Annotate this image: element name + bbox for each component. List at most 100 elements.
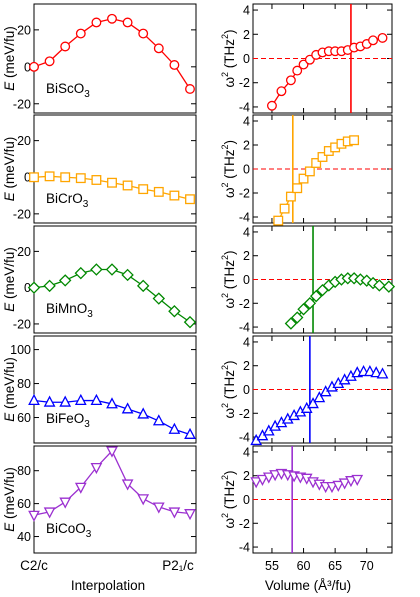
phonon-data-point <box>377 32 388 43</box>
energy-data-point <box>121 402 134 414</box>
phonon-data-point <box>303 297 317 310</box>
phonon-data-point <box>304 54 315 65</box>
x-tick-label: 70 <box>360 559 374 573</box>
energy-series-line <box>33 18 191 90</box>
right-x-axis-label: Volume (Å³/fu) <box>265 578 351 593</box>
phonon-data-point <box>313 391 326 403</box>
energy-panel-frame <box>33 114 197 224</box>
phonon-panel-4: -4 -2 0 2 4 55 60 65 70 ω2 (THz2) <box>220 445 393 573</box>
y-tick-label: 0 <box>243 163 250 177</box>
phonon-data-point <box>360 274 373 287</box>
energy-data-point <box>58 274 72 287</box>
energy-data-point <box>29 61 39 72</box>
phonon-data-point <box>256 474 269 486</box>
y-tick-label: 20 <box>17 23 31 37</box>
energy-y-axis-label: E (meV/fu) <box>2 357 17 422</box>
energy-panel-frame <box>33 3 197 114</box>
phonon-data-point <box>373 279 386 292</box>
phonon-data-point <box>307 397 319 409</box>
y-tick-label: 20 <box>17 134 31 148</box>
energy-data-point <box>29 172 39 183</box>
energy-y-axis-label: E (meV/fu) <box>2 137 17 202</box>
y-tick-label: 0 <box>24 281 31 295</box>
energy-data-point <box>59 395 72 407</box>
y-tick-label: 2 <box>243 249 250 263</box>
energy-data-point <box>136 279 150 293</box>
phonon-data-point <box>311 158 322 168</box>
material-label: BiCoO3 <box>46 521 92 540</box>
y-tick-label: 2 <box>243 139 250 153</box>
phonon-data-point <box>376 367 389 379</box>
material-label: BiScO3 <box>46 81 90 100</box>
phonon-data-point <box>370 366 383 378</box>
phonon-data-point <box>366 276 380 290</box>
energy-panel-0: -20 0 20 BiScO3 E (meV/fu) <box>2 3 197 114</box>
energy-data-point <box>185 194 195 205</box>
energy-data-point <box>169 60 180 70</box>
phonon-y-axis-label: ω2 (THz2) <box>220 360 237 418</box>
x-tick-label: 60 <box>297 559 311 573</box>
phonon-data-point <box>332 480 345 492</box>
energy-data-point <box>60 172 71 183</box>
phonon-data-point <box>382 280 396 293</box>
y-tick-label: -20 <box>13 97 31 111</box>
phonon-data-point <box>345 476 357 488</box>
phonon-data-point <box>250 477 263 489</box>
phonon-data-point <box>351 474 364 486</box>
phonon-data-point <box>364 364 376 377</box>
phonon-data-point <box>298 59 309 70</box>
energy-data-point <box>138 184 149 195</box>
phonon-data-point <box>317 152 328 162</box>
energy-data-point <box>152 502 165 514</box>
phonon-panel-2: -4 -2 0 2 4 ω2 (THz2) <box>220 225 396 335</box>
y-tick-label: 40 <box>17 530 31 544</box>
y-tick-label: -2 <box>239 407 250 421</box>
energy-data-point <box>44 56 55 67</box>
phonon-series-line <box>277 139 355 221</box>
y-tick-label: 4 <box>243 115 250 129</box>
y-tick-label: 80 <box>17 377 31 391</box>
y-tick-label: 0 <box>24 171 31 185</box>
energy-data-point <box>168 507 181 519</box>
energy-data-point <box>137 407 150 419</box>
energy-data-point <box>75 173 86 184</box>
energy-data-point <box>152 414 165 426</box>
energy-data-point <box>122 17 133 28</box>
phonon-panel-3: -4 -2 0 2 4 ω2 (THz2) <box>220 335 393 446</box>
phonon-data-point <box>338 478 351 490</box>
phonon-data-point <box>291 311 304 324</box>
energy-y-axis-label: E (meV/fu) <box>2 247 17 312</box>
material-label: BiCrO3 <box>46 191 89 210</box>
y-tick-label: -4 <box>239 100 250 114</box>
energy-data-point <box>168 422 181 434</box>
y-tick-label: -4 <box>239 321 250 335</box>
phonon-data-point <box>285 75 296 86</box>
energy-data-point <box>137 494 150 506</box>
energy-data-point <box>90 393 103 405</box>
energy-data-point <box>90 263 103 276</box>
energy-data-point <box>91 17 102 28</box>
energy-y-axis-label: E (meV/fu) <box>2 26 17 91</box>
energy-data-point <box>169 190 180 201</box>
phonon-panel-0: -4 -2 0 2 4 ω2 (THz2) <box>220 3 393 114</box>
energy-data-point <box>153 43 164 54</box>
energy-data-point <box>184 427 196 439</box>
x-tick-label: 55 <box>265 559 279 573</box>
energy-data-point <box>28 393 40 405</box>
energy-data-point <box>122 180 133 191</box>
energy-panel-frame <box>33 445 197 554</box>
energy-data-point <box>75 28 86 39</box>
energy-y-axis-label: E (meV/fu) <box>2 467 17 532</box>
energy-panel-2: -20 0 20 BiMnO3 E (meV/fu) <box>2 225 197 334</box>
energy-series-line <box>33 449 191 516</box>
phonon-data-point <box>262 472 275 484</box>
phonon-data-point <box>297 303 310 316</box>
energy-data-point <box>153 186 164 197</box>
energy-data-point <box>90 462 103 475</box>
energy-panel-frame <box>33 335 197 444</box>
phonon-data-point <box>276 86 287 97</box>
y-tick-label: 4 <box>243 4 250 18</box>
energy-data-point <box>43 395 56 407</box>
x-tick-label: 65 <box>328 559 342 573</box>
y-tick-label: 4 <box>243 225 250 239</box>
